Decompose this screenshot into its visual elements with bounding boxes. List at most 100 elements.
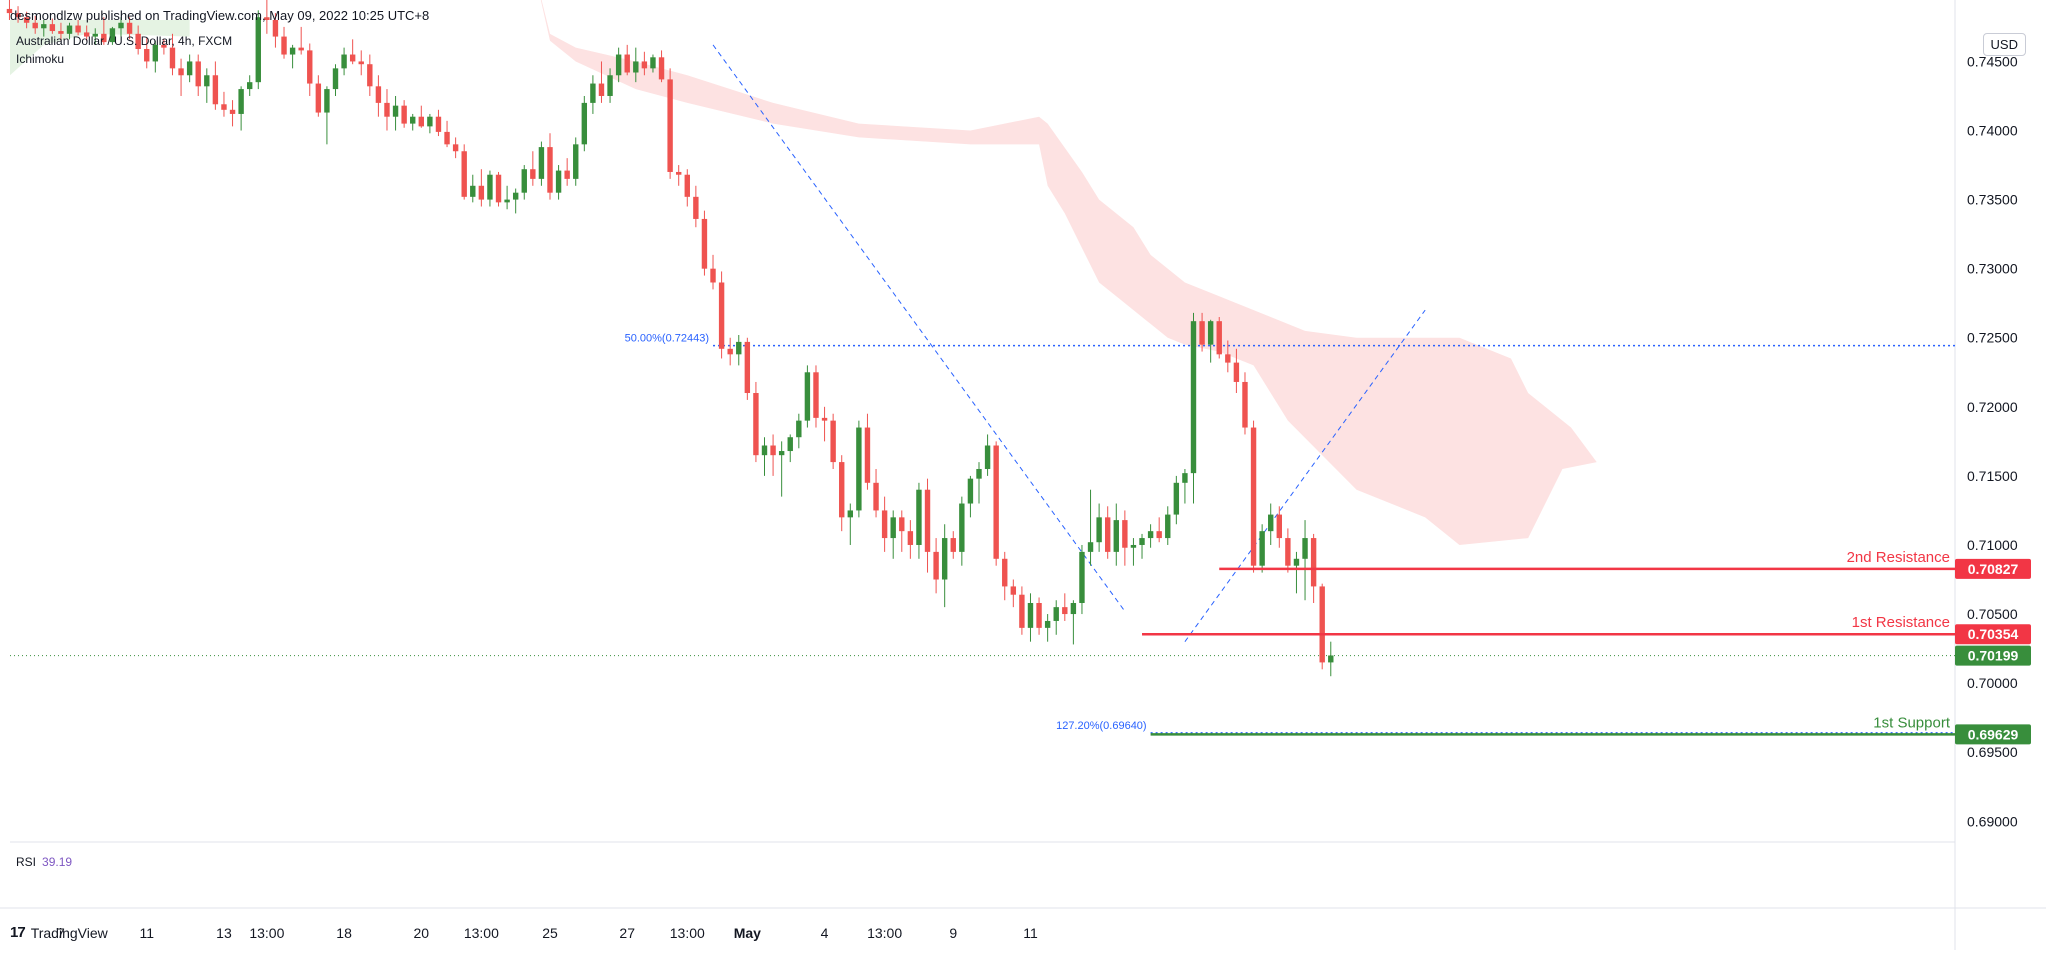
candle-body bbox=[1070, 602, 1077, 615]
y-tick-label: 0.70000 bbox=[1967, 675, 2018, 691]
y-tick-label: 0.73500 bbox=[1967, 192, 2018, 208]
candle-body bbox=[410, 116, 416, 124]
y-tick-label: 0.74500 bbox=[1967, 53, 2018, 69]
x-tick-label: 13:00 bbox=[867, 925, 902, 941]
candle-body bbox=[1079, 551, 1085, 603]
candle-body bbox=[1087, 542, 1094, 552]
candle-body bbox=[1105, 517, 1111, 552]
candle-body bbox=[135, 33, 141, 50]
candle-body bbox=[1250, 427, 1257, 566]
candle-body bbox=[435, 116, 442, 132]
candle-body bbox=[676, 171, 682, 175]
candle-body bbox=[495, 174, 502, 203]
candle-body bbox=[555, 170, 562, 193]
candle-body bbox=[101, 33, 107, 43]
candle-body bbox=[461, 151, 467, 197]
candle-body bbox=[881, 510, 888, 539]
candle-body bbox=[195, 61, 201, 87]
candle-body bbox=[1156, 531, 1162, 539]
level-price-label: 0.70354 bbox=[1968, 626, 2019, 642]
candle-body bbox=[538, 147, 545, 179]
candle-body bbox=[1199, 321, 1205, 345]
x-tick-label: 11 bbox=[139, 925, 154, 941]
candle-body bbox=[907, 531, 914, 545]
candle-body bbox=[470, 185, 476, 197]
tradingview-brand[interactable]: 17 TradingView bbox=[10, 924, 108, 941]
x-tick-label: 9 bbox=[949, 925, 957, 941]
candle-body bbox=[804, 372, 811, 421]
indicator-legend[interactable]: Ichimoku bbox=[16, 52, 65, 66]
candle-body bbox=[976, 468, 982, 479]
symbol-legend[interactable]: Australian Dollar / U.S. Dollar, 4h, FXC… bbox=[16, 34, 233, 48]
currency-button[interactable]: USD bbox=[1982, 33, 2026, 56]
candle-body bbox=[959, 503, 965, 552]
candle-body bbox=[92, 33, 98, 37]
candle-body bbox=[718, 282, 725, 349]
candle-body bbox=[58, 31, 64, 34]
candle-body bbox=[1268, 514, 1274, 532]
candle-body bbox=[1310, 538, 1317, 587]
candle-body bbox=[581, 102, 588, 145]
ichimoku-cloud-bullish bbox=[10, 20, 190, 76]
candle-body bbox=[839, 462, 845, 518]
candle-body bbox=[830, 420, 836, 463]
candle-body bbox=[452, 144, 459, 152]
candle-body bbox=[315, 83, 322, 113]
candle-body bbox=[178, 68, 184, 76]
candle-body bbox=[504, 199, 510, 203]
x-tick-label: 13 bbox=[216, 925, 232, 941]
candle-body bbox=[1302, 538, 1308, 559]
candle-body bbox=[650, 57, 656, 69]
candle-body bbox=[75, 25, 81, 33]
candle-body bbox=[933, 551, 939, 580]
level-name-label: 1st Resistance bbox=[1852, 614, 1950, 631]
candle-body bbox=[590, 83, 596, 103]
candle-body bbox=[238, 89, 244, 114]
y-tick-label: 0.72500 bbox=[1967, 330, 2018, 346]
x-tick-label: 13:00 bbox=[464, 925, 499, 941]
x-tick-label: 4 bbox=[821, 925, 829, 941]
y-tick-label: 0.74000 bbox=[1967, 123, 2018, 139]
candle-body bbox=[6, 8, 13, 14]
rsi-value: 39.19 bbox=[42, 855, 73, 869]
candle-body bbox=[710, 268, 716, 283]
candle-body bbox=[521, 169, 527, 193]
candle-body bbox=[899, 517, 905, 532]
candle-body bbox=[770, 445, 776, 456]
candle-body bbox=[32, 22, 38, 29]
x-tick-label: May bbox=[734, 925, 761, 941]
y-tick-label: 0.69000 bbox=[1967, 813, 2018, 829]
candle-body bbox=[212, 75, 219, 105]
candle-body bbox=[761, 445, 768, 456]
candle-body bbox=[126, 22, 133, 34]
candle-body bbox=[247, 82, 253, 90]
candle-body bbox=[744, 341, 751, 394]
candle-body bbox=[358, 61, 364, 65]
candle-body bbox=[264, 17, 270, 20]
candle-body bbox=[487, 174, 493, 200]
candle-body bbox=[401, 105, 407, 124]
candle-body bbox=[41, 24, 47, 29]
candle-body bbox=[984, 445, 991, 469]
candle-body bbox=[667, 79, 673, 172]
candle-body bbox=[1165, 514, 1171, 539]
candle-body bbox=[341, 54, 347, 69]
level-price-badge bbox=[1955, 724, 2031, 745]
candle-body bbox=[1207, 321, 1214, 345]
candle-body bbox=[813, 372, 819, 418]
x-tick-label: 13:00 bbox=[249, 925, 284, 941]
level-price-label: 0.69629 bbox=[1968, 726, 2019, 742]
candle-body bbox=[1147, 531, 1154, 539]
x-tick-label: 25 bbox=[542, 925, 558, 941]
rsi-legend[interactable]: RSI 39.19 bbox=[16, 855, 72, 869]
candle-body bbox=[916, 489, 922, 545]
y-tick-label: 0.71000 bbox=[1967, 537, 2018, 553]
candle-body bbox=[384, 102, 390, 117]
candle-body bbox=[375, 86, 382, 103]
candle-body bbox=[633, 61, 639, 73]
candle-body bbox=[1328, 655, 1334, 663]
candle-body bbox=[23, 17, 30, 23]
candle-body bbox=[787, 437, 793, 452]
